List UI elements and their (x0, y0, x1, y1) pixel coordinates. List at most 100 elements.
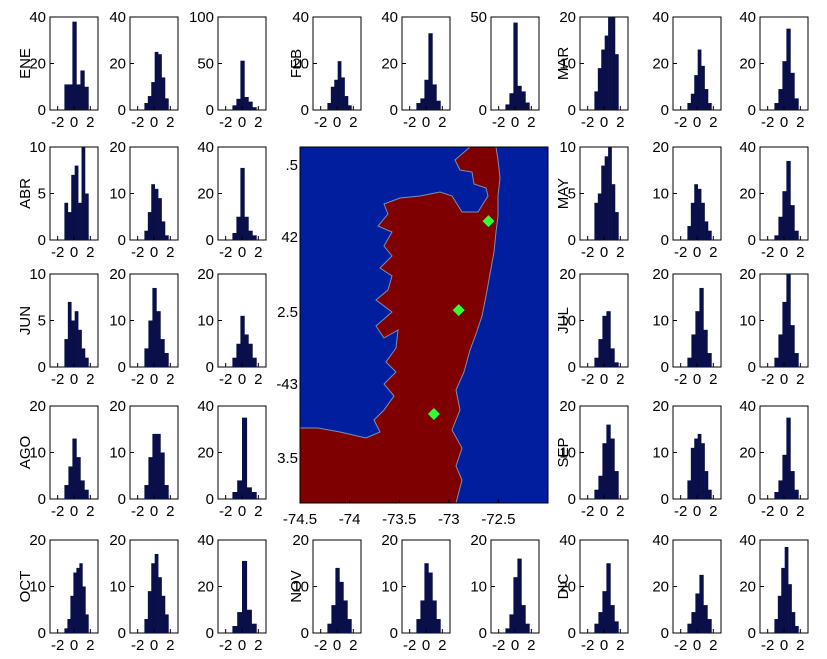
x-tick-label: 0 (238, 114, 246, 131)
x-tick-label: 0 (780, 371, 788, 388)
y-tick-label: 40 (29, 9, 46, 26)
histogram-bar (232, 357, 237, 367)
x-tick-label: 0 (780, 637, 788, 654)
y-tick-label: 40 (292, 9, 309, 26)
histogram-bar (330, 86, 335, 110)
y-tick-label: 40 (739, 532, 756, 549)
x-tick-label: 2 (527, 114, 535, 131)
histogram-bar (782, 454, 787, 499)
x-tick-label: 2 (86, 371, 94, 388)
histogram-bar (597, 68, 602, 110)
x-tick-label: 0 (422, 114, 430, 131)
month-label: OCT (17, 571, 34, 603)
histogram-panel: 050-2 0 2 (470, 9, 540, 131)
y-tick-label: 10 (29, 266, 46, 283)
histogram-bar (704, 89, 709, 111)
x-tick-label: 0 (780, 244, 788, 261)
y-tick-label: 10 (559, 445, 576, 462)
y-tick-label: 0 (568, 102, 576, 119)
y-tick-label: 20 (29, 56, 46, 73)
histogram-bar (341, 77, 345, 110)
y-tick-label: 20 (739, 186, 756, 203)
x-tick-label: 0 (150, 503, 158, 520)
histogram-bar (790, 325, 795, 367)
x-tick-label: 2 (254, 114, 262, 131)
y-tick-label: 20 (197, 266, 214, 283)
histogram-bar (147, 212, 152, 240)
histogram-bar (594, 489, 599, 499)
histogram-bar (794, 353, 799, 367)
histogram-bar (158, 54, 162, 110)
x-tick-label: 0 (70, 244, 78, 261)
histogram-bar (344, 96, 349, 110)
y-tick-label: 20 (381, 532, 398, 549)
histogram-bar (339, 581, 344, 633)
x-tick-label: 2 (709, 114, 717, 131)
x-tick-label: 0 (600, 244, 608, 261)
histogram-bar (84, 357, 89, 367)
y-tick-label: 0 (38, 625, 46, 642)
histogram-bar (416, 619, 421, 633)
x-tick-label: -2 (581, 637, 594, 654)
histogram-bar (236, 98, 241, 110)
histogram-bar (80, 70, 85, 110)
x-tick-label: 2 (709, 637, 717, 654)
x-tick-label: 2 (349, 114, 357, 131)
x-tick-label: -2 (761, 244, 774, 261)
histogram-bar (608, 17, 612, 110)
x-tick-label: 2 (616, 503, 624, 520)
histogram-bar (84, 193, 89, 240)
histogram-bar (701, 443, 705, 499)
histogram-bar (707, 489, 712, 499)
histogram-bar (597, 193, 602, 240)
y-tick-label: 0 (206, 625, 214, 642)
histogram-bar (232, 233, 237, 240)
histogram-bar (774, 619, 779, 633)
histogram-bar (232, 105, 237, 110)
histogram-bar (707, 619, 712, 633)
histogram-bar (782, 61, 787, 110)
map-y-tick-label: .5 (285, 157, 298, 174)
histogram-bar (505, 104, 510, 110)
histogram-bar (786, 417, 791, 500)
y-tick-label: 0 (206, 359, 214, 376)
histogram-bar (152, 287, 157, 367)
month-label: FEB (288, 49, 305, 78)
histogram-bar (331, 605, 336, 633)
x-tick-label: -2 (674, 637, 687, 654)
histogram-bar (158, 577, 162, 633)
map-y-tick-label: 42 (281, 229, 298, 246)
histogram-bar (251, 623, 257, 633)
histogram-bar (602, 315, 607, 367)
histogram-bar (242, 417, 248, 500)
x-tick-label: 0 (238, 503, 246, 520)
histogram-bar (513, 22, 518, 110)
x-tick-label: 0 (780, 114, 788, 131)
x-tick-label: -2 (51, 503, 64, 520)
histogram-bar (608, 147, 612, 240)
y-tick-label: 20 (652, 56, 669, 73)
histogram-bar (687, 480, 692, 499)
x-tick-label: -2 (131, 244, 144, 261)
histogram-bar (778, 216, 783, 240)
x-tick-label: -2 (51, 114, 64, 131)
histogram-bar (81, 147, 86, 240)
x-tick-label: 0 (693, 114, 701, 131)
x-tick-label: 0 (333, 637, 341, 654)
y-tick-label: 0 (479, 102, 487, 119)
histogram-bar (154, 188, 159, 240)
histogram-bar (246, 487, 252, 500)
histogram-bar (782, 301, 787, 367)
y-tick-label: 0 (568, 359, 576, 376)
histogram-bar (64, 84, 69, 110)
month-label: ABR (17, 178, 34, 209)
histogram-bar (786, 160, 791, 240)
histogram-bar (156, 311, 161, 367)
map-y-tick-label: 3.5 (277, 450, 298, 467)
